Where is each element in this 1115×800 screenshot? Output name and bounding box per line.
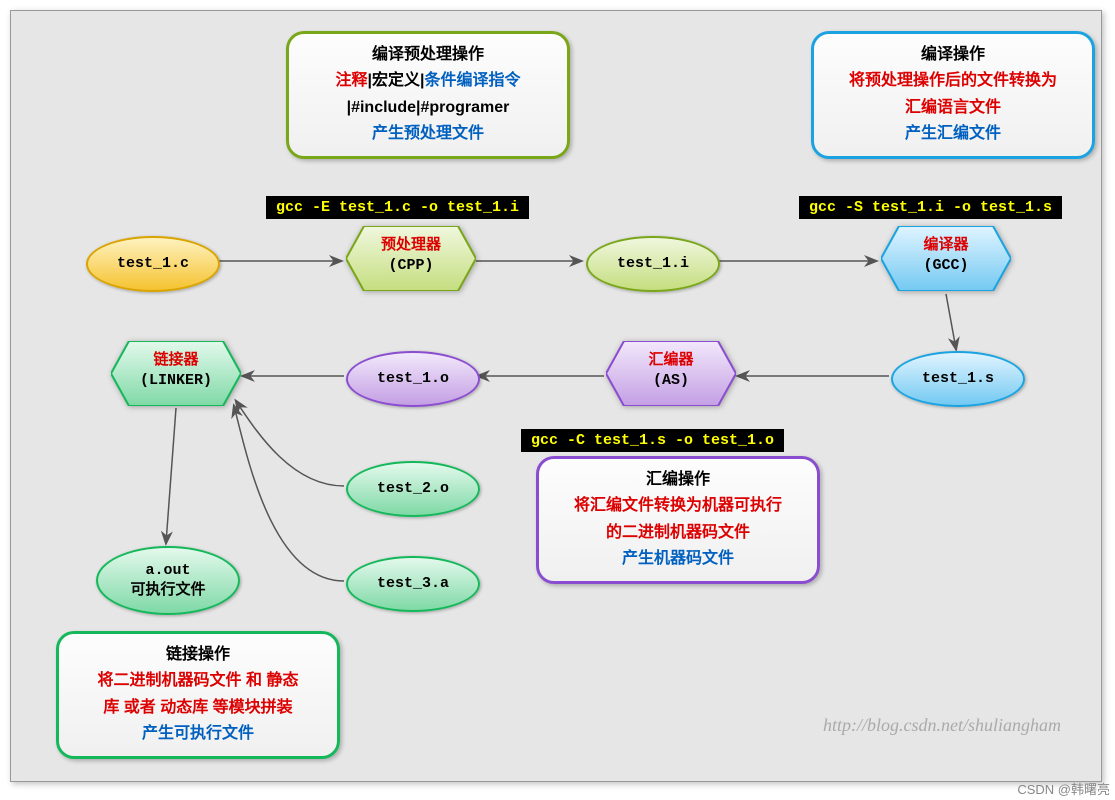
file-test1o: test_1.o [346, 351, 480, 407]
infobox-preprocess: 编译预处理操作 注释|宏定义|条件编译指令 |#include|#program… [286, 31, 570, 159]
hex-h3: 汇编器(AS) [606, 341, 736, 414]
infobox-line: 产生机器码文件 [553, 546, 803, 572]
infobox-compile: 编译操作 将预处理操作后的文件转换为 汇编语言文件 产生汇编文件 [811, 31, 1095, 159]
infobox-title: 链接操作 [73, 642, 323, 668]
file-aout: a.out可执行文件 [96, 546, 240, 615]
infobox-title: 汇编操作 [553, 467, 803, 493]
infobox-line: 将汇编文件转换为机器可执行 [553, 493, 803, 519]
infobox-line: 的二进制机器码文件 [553, 520, 803, 546]
infobox-title: 编译预处理操作 [303, 42, 553, 68]
file-test1c: test_1.c [86, 236, 220, 292]
infobox-line: 产生汇编文件 [828, 121, 1078, 147]
command-preprocess: gcc -E test_1.c -o test_1.i [266, 196, 529, 219]
diagram-canvas: 编译预处理操作 注释|宏定义|条件编译指令 |#include|#program… [10, 10, 1102, 782]
infobox-line: 将二进制机器码文件 和 静态 [73, 668, 323, 694]
infobox-link: 链接操作 将二进制机器码文件 和 静态 库 或者 动态库 等模块拼装 产生可执行… [56, 631, 340, 759]
file-test1s: test_1.s [891, 351, 1025, 407]
infobox-line: 产生可执行文件 [73, 721, 323, 747]
hex-h2: 编译器(GCC) [881, 226, 1011, 299]
hex-h1: 预处理器(CPP) [346, 226, 476, 299]
infobox-assemble: 汇编操作 将汇编文件转换为机器可执行 的二进制机器码文件 产生机器码文件 [536, 456, 820, 584]
infobox-title: 编译操作 [828, 42, 1078, 68]
command-compile: gcc -S test_1.i -o test_1.s [799, 196, 1062, 219]
command-assemble: gcc -C test_1.s -o test_1.o [521, 429, 784, 452]
watermark-author: CSDN @韩曙亮 [1017, 779, 1110, 798]
file-test1i: test_1.i [586, 236, 720, 292]
hex-h4: 链接器(LINKER) [111, 341, 241, 414]
infobox-line: 注释|宏定义|条件编译指令 [303, 68, 553, 94]
file-test3a: test_3.a [346, 556, 480, 612]
infobox-line: |#include|#programer [303, 95, 553, 121]
file-test2o: test_2.o [346, 461, 480, 517]
infobox-line: 将预处理操作后的文件转换为 [828, 68, 1078, 94]
infobox-line: 库 或者 动态库 等模块拼装 [73, 695, 323, 721]
watermark-url: http://blog.csdn.net/shuliangham [823, 715, 1061, 736]
infobox-line: 产生预处理文件 [303, 121, 553, 147]
infobox-line: 汇编语言文件 [828, 95, 1078, 121]
